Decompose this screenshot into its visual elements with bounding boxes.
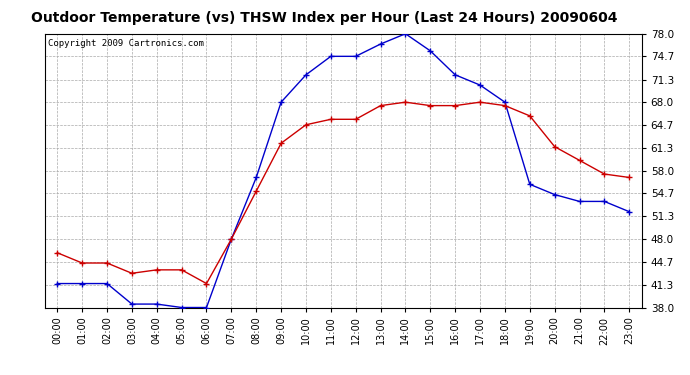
Text: Copyright 2009 Cartronics.com: Copyright 2009 Cartronics.com xyxy=(48,39,204,48)
Text: Outdoor Temperature (vs) THSW Index per Hour (Last 24 Hours) 20090604: Outdoor Temperature (vs) THSW Index per … xyxy=(31,11,618,25)
